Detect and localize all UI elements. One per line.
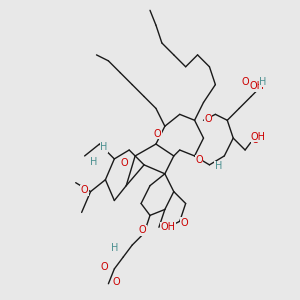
Text: OH: OH <box>250 81 265 91</box>
Text: O: O <box>154 129 161 139</box>
Text: H: H <box>169 225 176 235</box>
Text: O: O <box>100 262 108 272</box>
Text: H: H <box>259 76 267 87</box>
Text: H: H <box>215 161 222 171</box>
Text: H: H <box>100 142 108 152</box>
Text: H: H <box>111 243 118 253</box>
Text: H: H <box>90 157 97 167</box>
Text: O: O <box>204 114 212 124</box>
Text: O: O <box>180 218 188 228</box>
Text: O: O <box>195 155 203 165</box>
Text: OH: OH <box>160 222 175 232</box>
Text: OH: OH <box>251 132 266 142</box>
Text: O: O <box>241 76 249 87</box>
Text: O: O <box>81 185 88 195</box>
Text: O: O <box>112 277 120 287</box>
Text: O: O <box>252 135 259 145</box>
Text: O: O <box>121 158 128 168</box>
Text: O: O <box>139 225 146 235</box>
